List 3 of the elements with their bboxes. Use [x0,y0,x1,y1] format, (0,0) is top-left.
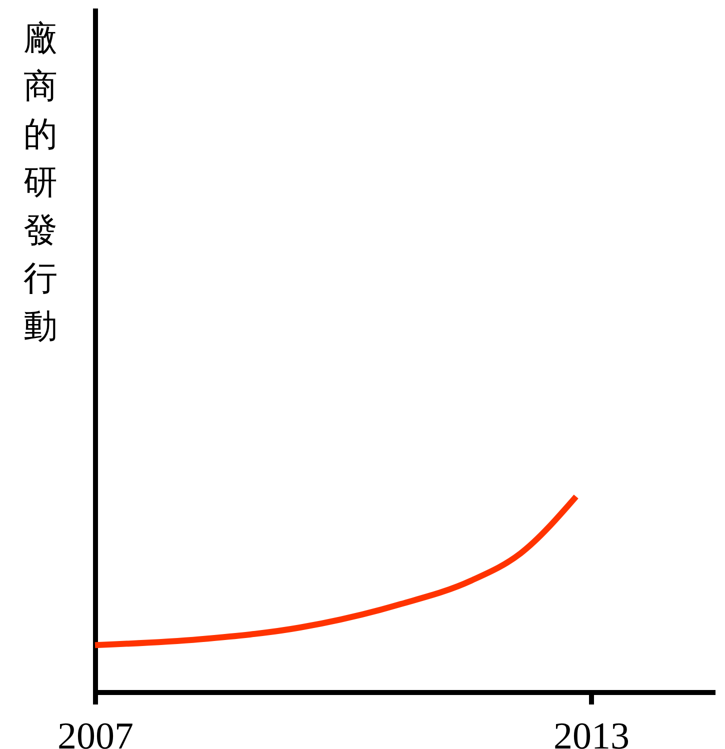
x-tick-label: 2013 [554,716,630,749]
x-tick-label: 2007 [58,716,134,749]
y-axis-title: 廠商的研發行動 [24,18,58,346]
